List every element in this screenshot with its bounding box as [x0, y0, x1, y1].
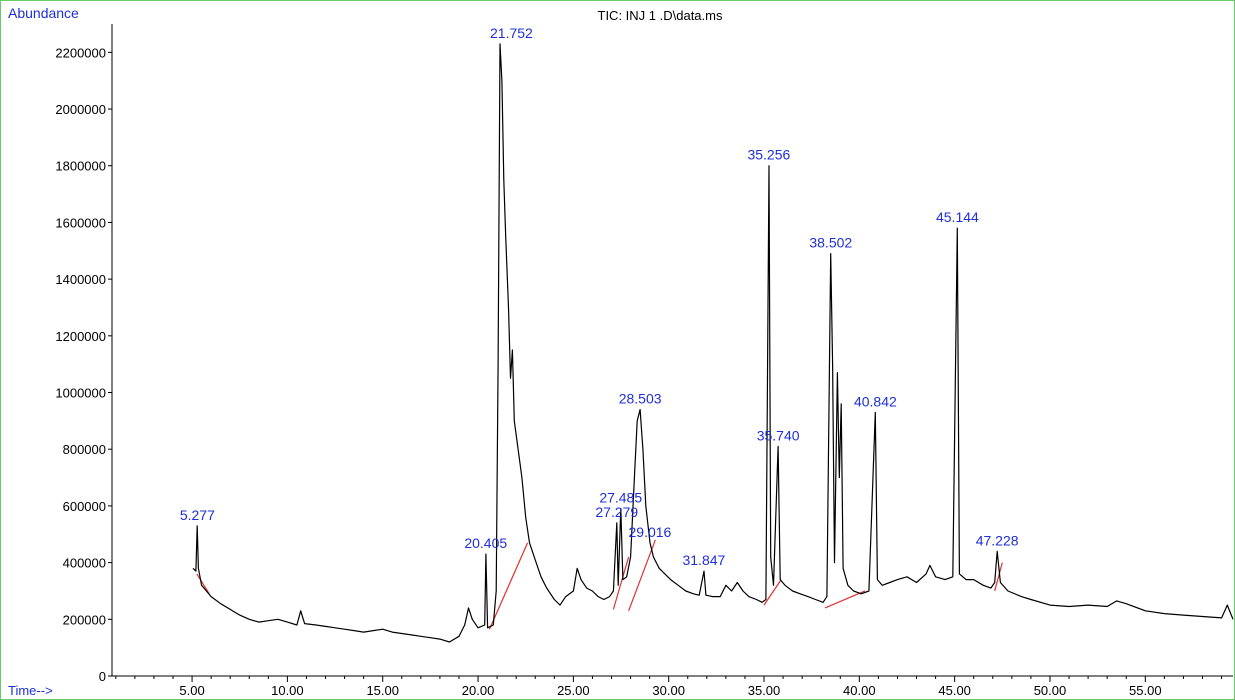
x-tick-label: 40.00 — [843, 683, 876, 698]
peak-label: 29.016 — [629, 524, 672, 540]
x-tick-label: 55.00 — [1129, 683, 1162, 698]
peak-label: 27.279 — [595, 504, 638, 520]
y-tick-label: 1400000 — [55, 272, 106, 287]
trace-group — [192, 43, 1234, 643]
y-tick-label: 600000 — [63, 499, 106, 514]
integration-baseline — [824, 590, 866, 609]
integration-baseline — [196, 573, 210, 595]
chart-title: TIC: INJ 1 .D\data.ms — [598, 8, 723, 23]
integration-baseline — [763, 579, 782, 606]
x-tick-label: 50.00 — [1034, 683, 1067, 698]
peak-label: 28.503 — [619, 391, 662, 407]
x-tick-label: 35.00 — [748, 683, 781, 698]
y-tick-label: 200000 — [63, 612, 106, 627]
axes — [111, 24, 1233, 677]
x-tick-label: 30.00 — [652, 683, 685, 698]
tick-group: 0 200000 400000 600000 800000 1000000 1200000 1… — [55, 45, 1223, 698]
y-tick-label: 2200000 — [55, 45, 106, 60]
y-tick-label: 1200000 — [55, 329, 106, 344]
peak-label: 5.277 — [180, 507, 215, 523]
x-tick-label: 25.00 — [557, 683, 590, 698]
y-tick-label: 800000 — [63, 442, 106, 457]
peak-label: 38.502 — [809, 235, 852, 251]
y-tick-label: 0 — [99, 669, 106, 684]
peak-label: 35.740 — [757, 427, 800, 443]
y-tick-label: 400000 — [63, 556, 106, 571]
y-tick-label: 1000000 — [55, 386, 106, 401]
y-tick-label: 1800000 — [55, 159, 106, 174]
peak-label: 21.752 — [490, 25, 533, 41]
peak-label: 35.256 — [747, 147, 790, 163]
x-tick-label: 10.00 — [271, 683, 304, 698]
x-tick-label: 45.00 — [938, 683, 971, 698]
integration-baseline — [612, 556, 630, 610]
peak-label: 40.842 — [854, 393, 897, 409]
baseline-group — [196, 539, 1003, 630]
integration-baseline — [488, 542, 529, 630]
integration-baseline — [628, 539, 656, 612]
y-tick-label: 2000000 — [55, 102, 106, 117]
peak-label: 31.847 — [682, 552, 725, 568]
x-tick-label: 15.00 — [366, 683, 399, 698]
x-tick-label: 20.00 — [462, 683, 495, 698]
y-tick-label: 1600000 — [55, 215, 106, 230]
peak-label: 20.405 — [464, 535, 507, 551]
peak-label: 47.228 — [976, 532, 1019, 548]
x-tick-label: 5.00 — [179, 683, 204, 698]
tic-trace — [192, 43, 1234, 643]
x-axis-label: Time--> — [8, 683, 53, 698]
y-axis-label: Abundance — [8, 5, 79, 21]
peak-label: 27.485 — [599, 490, 642, 506]
peak-label: 45.144 — [936, 209, 979, 225]
integration-baseline — [994, 562, 1003, 592]
